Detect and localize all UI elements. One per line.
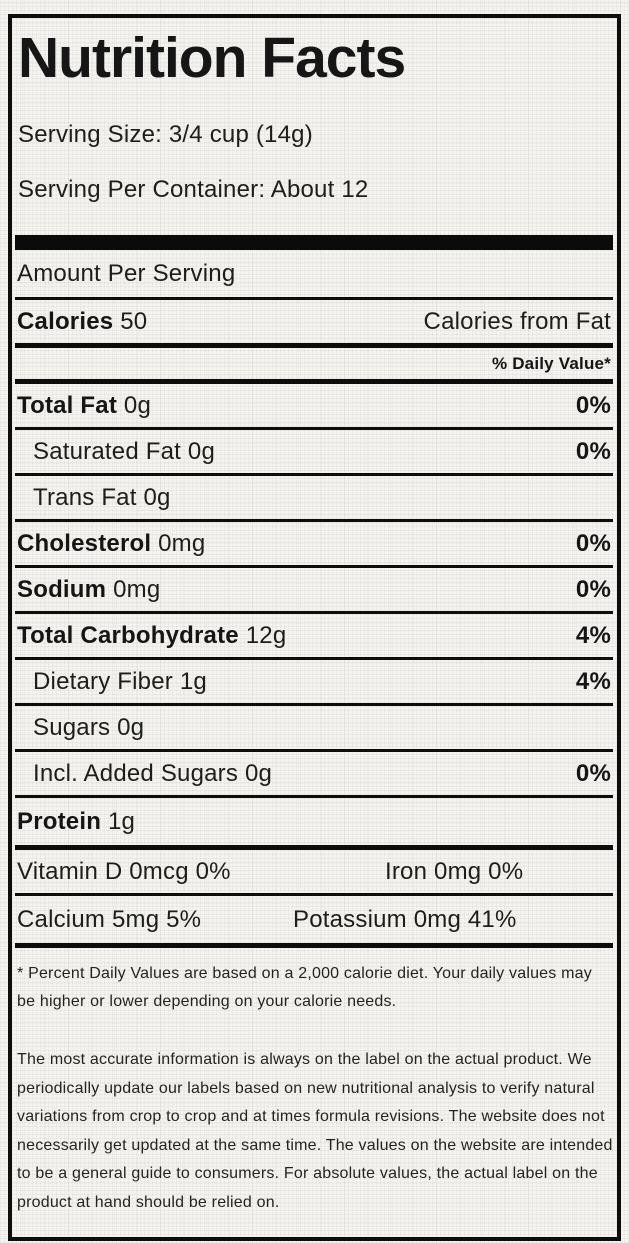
calories-left: Calories 50 (17, 309, 147, 334)
nutrient-text: Dietary Fiber 1g (17, 669, 207, 694)
row-sodium: Sodium 0mg 0% (15, 568, 613, 614)
calories-row: Calories 50 Calories from Fat (15, 300, 613, 348)
row-sugars: Sugars 0g (15, 706, 613, 752)
row-saturated-fat: Saturated Fat 0g 0% (15, 430, 613, 476)
nutrient-text: Protein 1g (17, 809, 135, 834)
accuracy-disclaimer: The most accurate information is always … (17, 1051, 613, 1211)
vitamin-d-text: Vitamin D 0mcg 0% (17, 858, 231, 885)
row-total-fat: Total Fat 0g 0% (15, 384, 613, 430)
nutrient-name: Incl. Added Sugars (33, 760, 239, 787)
nutrient-name: Protein (17, 808, 102, 835)
row-calcium-potassium: Calcium 5mg 5% Potassium 0mg 41% (15, 896, 613, 948)
row-added-sugars: Incl. Added Sugars 0g 0% (15, 752, 613, 798)
nutrient-amount: 0g (123, 392, 151, 419)
nutrient-dv: 0% (575, 760, 611, 787)
label-title: Nutrition Facts (18, 26, 406, 90)
serving-size-text: Serving Size: 3/4 cup (14g) (18, 121, 313, 148)
calories-label: Calories (17, 308, 114, 335)
nutrient-dv: 0% (575, 576, 611, 603)
nutrient-name: Cholesterol (17, 530, 152, 557)
daily-value-header: % Daily Value* (15, 348, 613, 384)
calories-value: 50 (120, 308, 148, 335)
row-cholesterol: Cholesterol 0mg 0% (15, 522, 613, 568)
nutrient-dv: 0% (575, 438, 611, 465)
nutrient-amount: 0g (244, 760, 273, 787)
nutrient-amount: 12g (245, 622, 287, 649)
nutrient-amount: 0mg (113, 576, 161, 603)
daily-value-footnote: * Percent Daily Values are based on a 2,… (17, 965, 592, 1010)
separator-bar (15, 235, 613, 250)
row-vitamin-d-iron: Vitamin D 0mcg 0% Iron 0mg 0% (15, 850, 613, 896)
calcium-text: Calcium 5mg 5% (17, 906, 202, 933)
nutrient-text: Total Carbohydrate 12g (17, 623, 286, 648)
nutrient-amount: 0g (117, 714, 145, 741)
row-trans-fat: Trans Fat 0g (15, 476, 613, 522)
potassium-text: Potassium 0mg 41% (293, 906, 517, 933)
nutrient-text: Saturated Fat 0g (17, 439, 215, 464)
nutrient-dv: 0% (575, 392, 611, 419)
nutrient-name: Saturated Fat (33, 438, 182, 465)
nutrient-text: Trans Fat 0g (17, 485, 171, 510)
nutrient-name: Total Fat (17, 392, 118, 419)
nutrition-facts-label: Nutrition Facts Serving Size: 3/4 cup (1… (8, 14, 621, 1241)
amount-per-serving-row: Amount Per Serving (15, 250, 613, 300)
nutrient-text: Incl. Added Sugars 0g (17, 761, 272, 786)
row-protein: Protein 1g (15, 798, 613, 850)
nutrient-dv: 4% (575, 622, 611, 649)
nutrient-name: Trans Fat (33, 484, 137, 511)
nutrient-amount: 0g (187, 438, 216, 465)
iron-text: Iron 0mg 0% (385, 858, 524, 885)
amount-per-serving-label: Amount Per Serving (17, 260, 236, 287)
nutrient-name: Total Carbohydrate (17, 622, 239, 649)
row-dietary-fiber: Dietary Fiber 1g 4% (15, 660, 613, 706)
nutrient-amount: 1g (179, 668, 207, 695)
calories-from-fat-label: Calories from Fat (423, 308, 611, 335)
servings-per-container-text: Serving Per Container: About 12 (18, 176, 369, 203)
nutrient-amount: 0g (143, 484, 171, 511)
nutrient-text: Cholesterol 0mg (17, 531, 205, 556)
nutrient-amount: 1g (107, 808, 136, 835)
nutrient-name: Sugars (33, 714, 111, 741)
nutrient-text: Sodium 0mg (17, 577, 160, 602)
nutrient-name: Dietary Fiber (33, 668, 173, 695)
nutrient-dv: 0% (575, 530, 611, 557)
nutrient-text: Total Fat 0g (17, 393, 151, 418)
nutrient-amount: 0mg (158, 530, 206, 557)
nutrient-dv: 4% (575, 668, 611, 695)
nutrient-text: Sugars 0g (17, 715, 144, 740)
nutrient-name: Sodium (17, 576, 107, 603)
row-total-carbohydrate: Total Carbohydrate 12g 4% (15, 614, 613, 660)
